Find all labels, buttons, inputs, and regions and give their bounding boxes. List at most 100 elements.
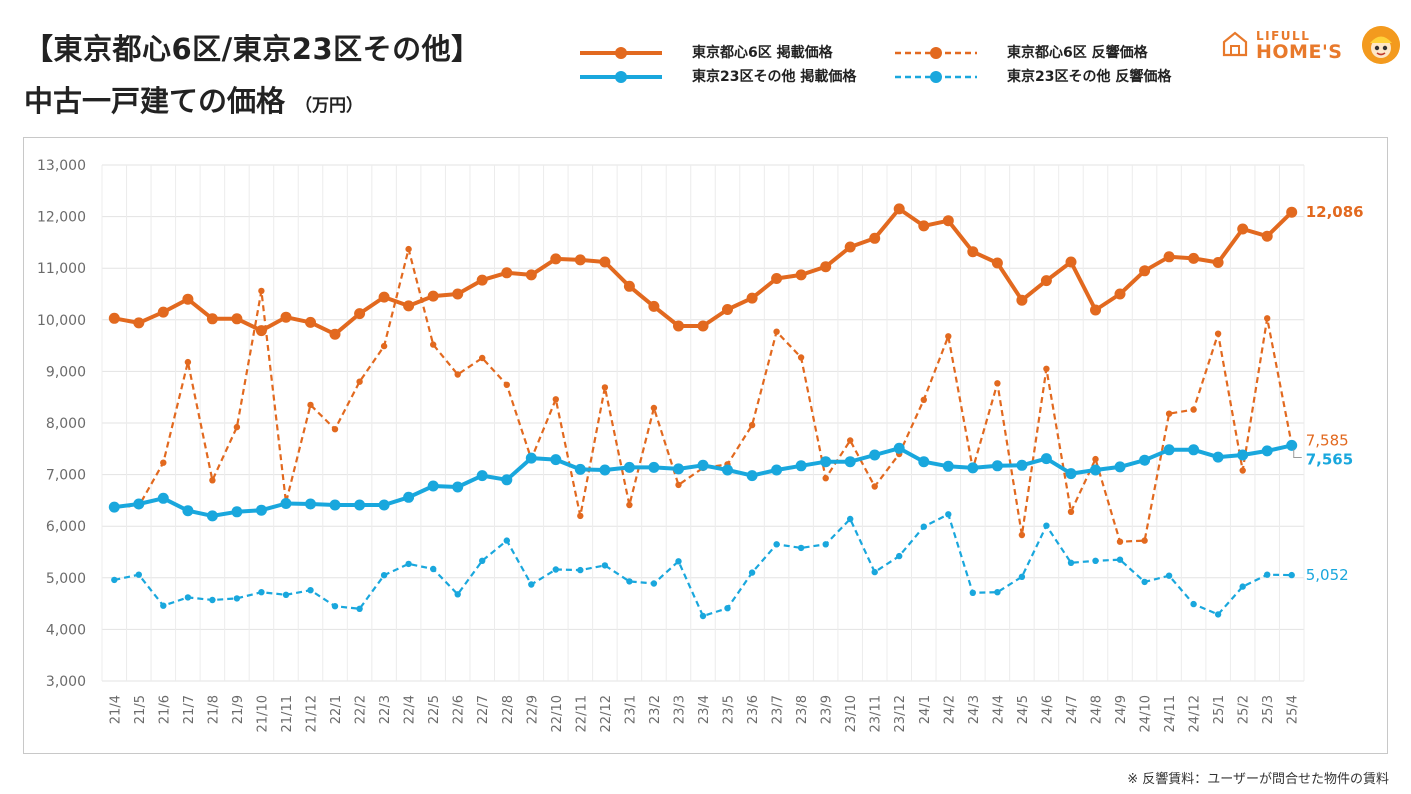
data-point	[354, 499, 366, 511]
data-point	[724, 605, 731, 612]
data-point	[380, 342, 388, 350]
x-tick-label: 23/9	[820, 695, 835, 724]
data-point	[795, 460, 807, 472]
data-point	[1288, 571, 1295, 579]
data-point	[748, 421, 756, 429]
data-point	[430, 565, 437, 573]
data-point	[967, 246, 979, 258]
data-point	[918, 456, 930, 468]
x-tick-label: 24/12	[1188, 695, 1203, 732]
data-point	[1139, 454, 1151, 466]
data-point	[847, 515, 854, 523]
data-point	[1212, 451, 1224, 463]
y-tick-label: 13,000	[37, 158, 86, 174]
data-point	[206, 313, 218, 325]
data-point	[454, 371, 461, 378]
data-point	[626, 501, 633, 509]
data-point	[748, 569, 756, 576]
data-point	[869, 449, 881, 461]
x-tick-label: 21/7	[182, 695, 197, 724]
data-point	[699, 612, 707, 620]
data-point	[329, 499, 341, 511]
data-point	[822, 475, 829, 482]
data-point	[893, 442, 905, 454]
data-point	[206, 510, 218, 522]
data-point	[991, 460, 1003, 472]
x-tick-label: 24/8	[1089, 695, 1104, 724]
data-point	[577, 566, 584, 574]
x-tick-label: 22/4	[403, 695, 418, 724]
brand-big-text: HOME'S	[1256, 41, 1343, 63]
data-point	[231, 313, 243, 325]
data-point	[1016, 294, 1028, 306]
data-point	[623, 280, 635, 292]
data-point	[601, 384, 609, 391]
data-point	[1188, 252, 1200, 264]
data-point	[1188, 444, 1200, 456]
data-point	[1043, 522, 1050, 529]
y-tick-label: 10,000	[37, 313, 86, 329]
x-tick-label: 21/10	[255, 695, 270, 732]
x-tick-label: 23/7	[771, 695, 786, 724]
data-point	[479, 557, 486, 564]
x-tick-label: 23/5	[722, 695, 737, 724]
data-point	[1040, 453, 1052, 465]
data-point	[503, 537, 510, 544]
data-point	[133, 498, 145, 510]
x-tick-label: 21/4	[108, 695, 123, 724]
x-tick-label: 22/6	[452, 695, 467, 724]
data-point	[675, 558, 682, 565]
data-point	[1264, 315, 1271, 322]
data-point	[1286, 206, 1298, 218]
data-point	[942, 215, 954, 227]
data-point	[773, 328, 780, 335]
data-point	[160, 459, 167, 466]
data-point	[967, 462, 979, 474]
data-point	[305, 498, 316, 510]
x-tick-label: 21/12	[305, 695, 320, 732]
data-point	[403, 300, 415, 312]
data-point	[945, 511, 952, 518]
data-point	[599, 256, 611, 268]
data-point	[209, 596, 216, 604]
chart-unit: （万円）	[295, 96, 364, 116]
data-point	[133, 317, 145, 329]
x-tick-label: 24/10	[1139, 695, 1154, 732]
data-point	[797, 544, 805, 552]
data-point	[673, 463, 684, 475]
legend-swatch-solid-orange	[580, 47, 662, 59]
data-point	[648, 300, 660, 312]
data-point	[476, 470, 488, 482]
data-point	[552, 396, 559, 403]
x-tick-label: 24/1	[918, 695, 933, 724]
data-point	[405, 245, 412, 253]
x-tick-label: 22/11	[574, 695, 589, 732]
x-tick-label: 24/7	[1065, 695, 1080, 724]
data-point	[795, 269, 807, 281]
house-icon	[1222, 31, 1248, 57]
data-point	[994, 380, 1001, 387]
x-tick-label: 21/11	[280, 695, 295, 732]
data-point	[108, 312, 120, 324]
end-value-label: 7,585	[1306, 431, 1349, 449]
data-point	[820, 261, 832, 273]
data-point	[1018, 573, 1026, 580]
data-point	[258, 287, 265, 295]
data-point	[184, 358, 192, 366]
data-point	[209, 477, 216, 484]
data-point	[452, 288, 464, 300]
x-tick-label: 22/3	[378, 695, 393, 724]
x-tick-label: 22/5	[427, 695, 442, 724]
data-point	[108, 501, 120, 513]
x-tick-label: 21/6	[157, 695, 172, 724]
data-point	[231, 506, 243, 518]
x-tick-label: 23/4	[697, 695, 712, 724]
data-point	[550, 253, 562, 265]
data-point	[1264, 571, 1271, 578]
data-point	[160, 602, 167, 609]
legend-swatch-dashed-orange	[895, 47, 977, 59]
data-point	[942, 460, 954, 472]
chart-title-main: 中古一戸建ての価格	[24, 84, 286, 118]
data-point	[1214, 330, 1222, 337]
